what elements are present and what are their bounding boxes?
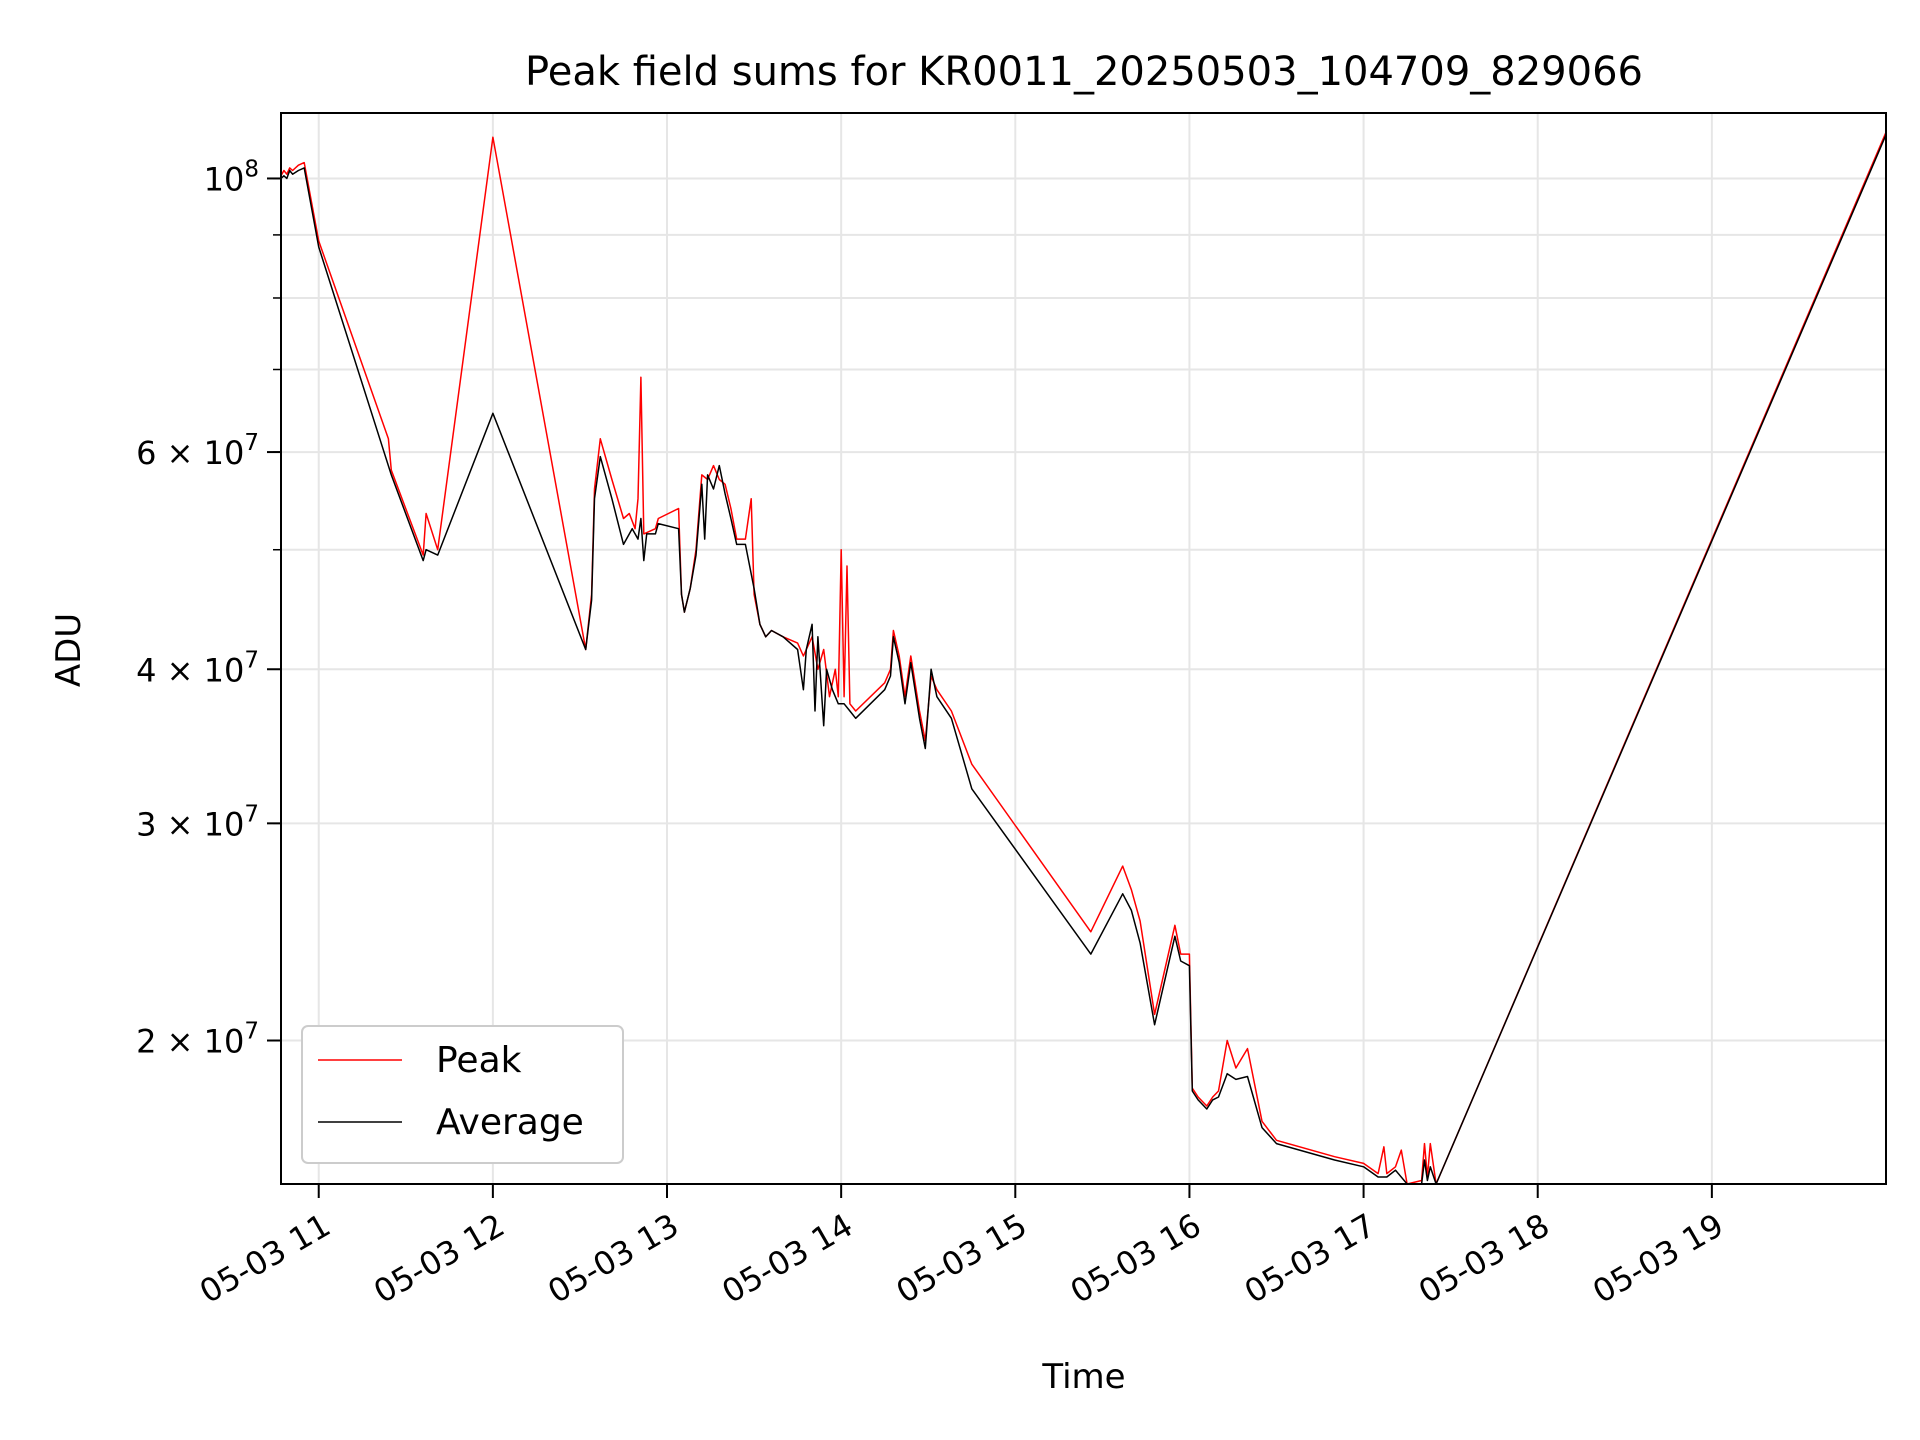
y-tick-label: 108: [204, 156, 259, 198]
average-series-line: [280, 134, 1887, 1185]
legend-average-label: Average: [436, 1102, 584, 1143]
legend-peak-label: Peak: [436, 1040, 522, 1081]
y-tick-layer: 108 6 × 107 4 × 107 3 × 107 2 × 107: [136, 156, 281, 1061]
legend: Peak Average: [301, 1025, 624, 1164]
y-tick-label: 3 × 107: [136, 801, 259, 843]
y-tick-label: 6 × 107: [136, 430, 259, 472]
chart-title: Peak field sums for KR0011_20250503_1047…: [525, 49, 1643, 95]
x-axis-label: Time: [1041, 1357, 1125, 1397]
plot-frame: [280, 112, 1887, 1185]
grid-layer: [281, 113, 1886, 1184]
y-tick-label: 2 × 107: [136, 1019, 259, 1061]
series-layer: [280, 132, 1887, 1185]
peak-series-line: [280, 132, 1887, 1185]
y-axis-label: ADU: [49, 613, 89, 687]
y-tick-label: 4 × 107: [136, 647, 259, 689]
